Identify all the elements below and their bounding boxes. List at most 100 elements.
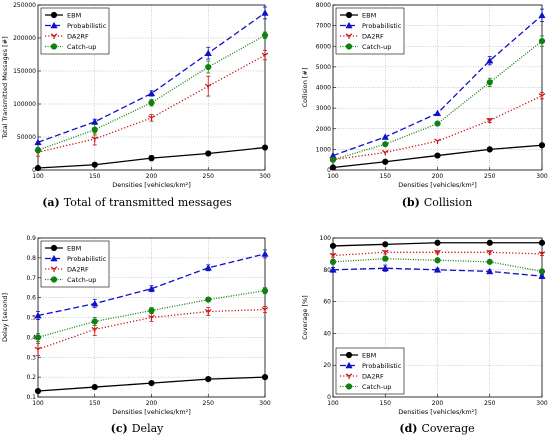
data-point	[329, 266, 337, 273]
y-tick-label: 50000	[17, 134, 36, 141]
series-ebm	[34, 374, 269, 395]
y-tick-label: 8000	[316, 2, 331, 9]
data-point	[382, 141, 389, 148]
legend-entry: DA2RF	[340, 372, 384, 380]
y-tick-label: 20	[323, 362, 331, 369]
y-tick-label: 0	[32, 167, 36, 174]
legend-entry: DA2RF	[45, 32, 89, 40]
x-tick-label: 200	[146, 173, 158, 180]
data-point	[34, 334, 42, 341]
data-point	[538, 11, 546, 19]
data-point	[148, 307, 155, 314]
legend-entry: Probabilistic	[45, 254, 107, 263]
legend-entry: Catch-up	[45, 43, 96, 51]
data-point	[34, 387, 42, 395]
legend-label: Catch-up	[362, 383, 391, 391]
legend-label: Catch-up	[67, 276, 96, 284]
caption-text: Delay	[132, 422, 164, 435]
legend-label: EBM	[362, 11, 376, 19]
data-point	[382, 255, 389, 262]
data-point	[34, 164, 42, 172]
y-tick-label: 0.5	[26, 315, 36, 322]
data-point	[381, 133, 389, 140]
data-point	[486, 79, 493, 86]
legend-label: EBM	[67, 11, 81, 19]
data-point	[486, 249, 494, 256]
x-tick-label: 250	[484, 400, 496, 407]
series-ebm	[34, 144, 269, 172]
figure-caption: (b) Collision	[402, 196, 473, 209]
series-probabilistic	[34, 249, 269, 320]
data-point	[538, 251, 546, 257]
data-point	[261, 144, 269, 151]
data-point	[205, 150, 212, 157]
data-point	[382, 158, 389, 165]
figure-caption: (c) Delay	[111, 422, 165, 435]
y-tick-label: 100	[320, 235, 332, 242]
data-point	[434, 120, 441, 127]
data-point	[91, 299, 99, 307]
data-point	[261, 287, 269, 294]
y-tick-label: 5000	[316, 64, 331, 71]
legend-marker	[50, 244, 58, 252]
y-tick-label: 7000	[316, 23, 331, 30]
series-line	[37, 12, 266, 143]
y-tick-label: 250000	[13, 2, 36, 9]
data-point	[329, 258, 337, 265]
figure-caption: (a) Total of transmitted messages	[42, 196, 232, 209]
legend: EBM Probabilistic DA2RF Catch-up	[335, 7, 405, 55]
legend-marker	[50, 11, 58, 19]
series-da2rf	[34, 306, 269, 356]
x-tick-label: 250	[203, 173, 215, 180]
legend-entry: Catch-up	[45, 276, 96, 284]
data-point	[434, 152, 441, 159]
x-tick-label: 150	[89, 173, 101, 180]
data-point	[147, 284, 156, 292]
data-point	[91, 136, 99, 142]
legend-marker	[50, 21, 58, 29]
x-tick-label: 150	[380, 400, 392, 407]
legend-entry: Probabilistic	[45, 21, 107, 30]
data-point	[148, 155, 155, 162]
x-tick-label: 100	[32, 173, 44, 180]
x-tick-label: 300	[259, 173, 271, 180]
legend-label: Probabilistic	[67, 255, 107, 263]
y-tick-label: 0.6	[26, 295, 36, 302]
data-point	[434, 138, 441, 145]
legend-label: EBM	[67, 244, 81, 252]
legend: EBM Probabilistic DA2RF Catch-up	[40, 240, 110, 288]
y-tick-label: 0.1	[26, 394, 36, 401]
x-tick-label: 100	[32, 400, 44, 407]
x-tick-label: 100	[327, 400, 339, 407]
chart-panel-2: 100 150 200 250 3000100020003000400050006000…	[301, 2, 548, 209]
legend-entry: EBM	[340, 11, 376, 19]
data-point	[329, 242, 337, 250]
data-point	[538, 239, 546, 246]
data-point	[204, 308, 212, 315]
x-tick-label: 150	[89, 400, 101, 407]
legend-label: EBM	[362, 351, 376, 359]
caption-label: (d)	[399, 422, 417, 435]
x-tick-label: 200	[146, 400, 158, 407]
chart-panel-1: 100 150 200 250 300 0 50000 100000 150000 200000 2…	[1, 2, 271, 209]
legend-marker	[50, 276, 58, 283]
y-axis-label: Total Transmitted Messages [#]	[1, 36, 9, 139]
data-point	[329, 252, 337, 259]
legend: EBM Probabilistic DA2RF Catch-up	[40, 7, 110, 55]
y-tick-label: 80	[323, 267, 331, 274]
x-axis-label: Densities [vehicles/km²]	[112, 408, 191, 416]
data-point	[486, 56, 494, 64]
y-tick-label: 100000	[13, 101, 36, 108]
caption-text: Coverage	[421, 422, 474, 435]
data-point	[538, 37, 546, 45]
y-tick-label: 40	[323, 330, 331, 337]
data-point	[329, 156, 337, 163]
y-tick-label: 60	[323, 299, 331, 306]
y-tick-label: 0.3	[26, 354, 36, 361]
data-point	[433, 109, 442, 117]
legend-marker	[50, 43, 58, 50]
data-point	[486, 117, 494, 124]
legend-entry: Probabilistic	[340, 361, 402, 370]
y-tick-label: 0.7	[26, 275, 36, 282]
